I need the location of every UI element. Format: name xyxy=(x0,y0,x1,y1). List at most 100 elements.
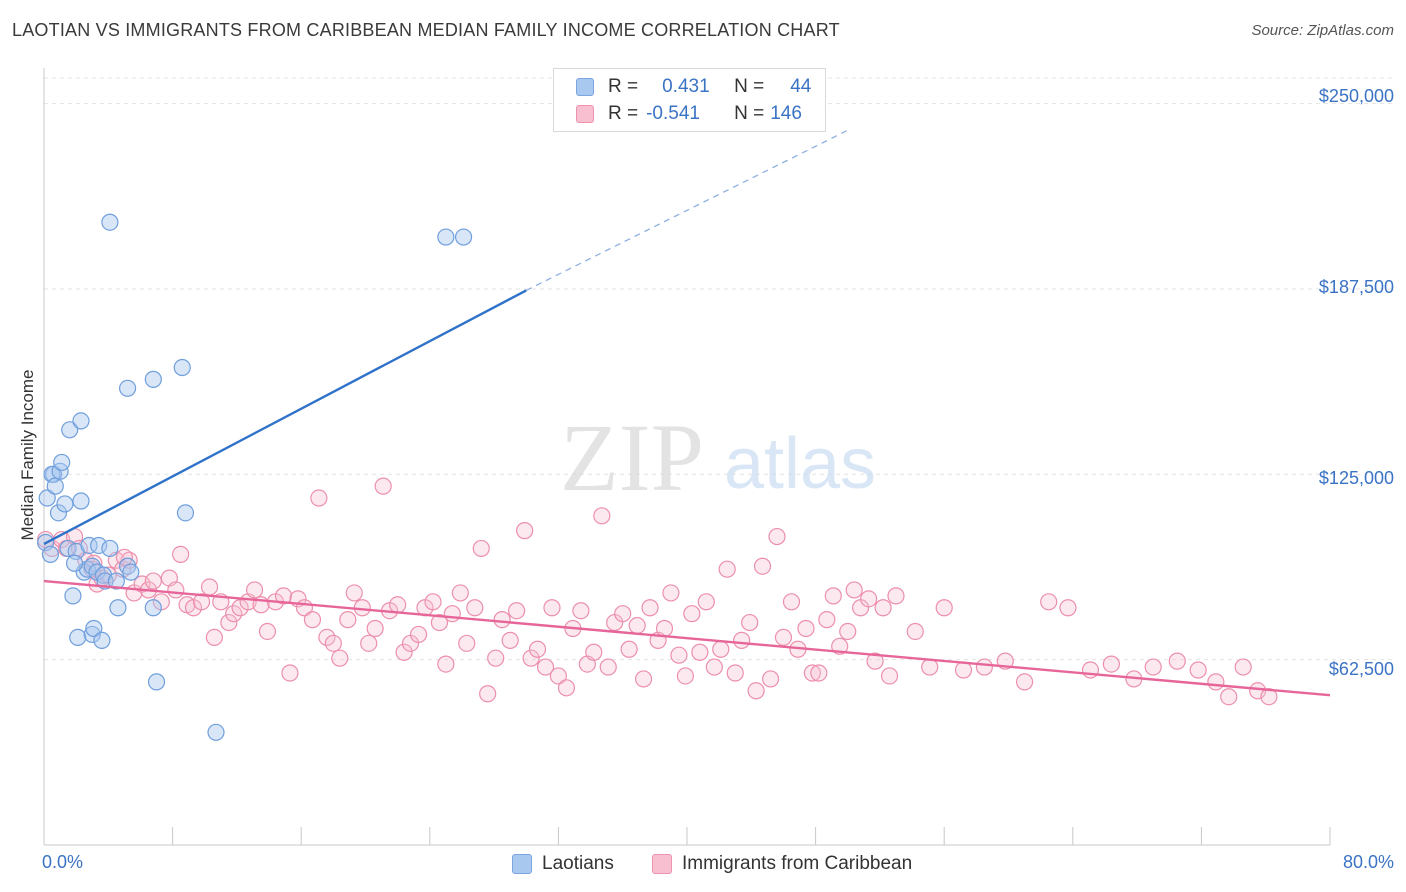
data-point xyxy=(906,622,924,641)
data-point xyxy=(424,593,442,611)
axes xyxy=(43,68,1331,846)
data-point xyxy=(733,631,751,649)
data-point xyxy=(360,634,378,652)
data-point xyxy=(324,634,342,652)
data-point xyxy=(479,685,497,703)
data-point xyxy=(147,673,166,691)
data-point xyxy=(345,584,363,602)
data-point xyxy=(303,611,322,629)
data-point xyxy=(437,228,455,246)
data-point xyxy=(753,557,772,575)
data-point xyxy=(845,581,863,599)
data-point xyxy=(1102,655,1120,673)
data-point xyxy=(880,667,899,685)
data-point xyxy=(824,587,842,605)
watermark-atlas: atlas xyxy=(724,424,876,504)
source-label: Source: ZipAtlas.com xyxy=(1251,22,1394,39)
series-laotians-points xyxy=(37,213,473,741)
data-point xyxy=(205,628,223,647)
x-tick-label-max: 80.0% xyxy=(1342,852,1394,872)
data-point xyxy=(887,587,905,605)
data-point xyxy=(1189,661,1207,679)
data-point xyxy=(493,611,511,629)
data-point xyxy=(549,667,568,685)
data-point xyxy=(839,622,857,641)
data-point xyxy=(741,613,759,632)
data-point xyxy=(53,453,71,472)
data-point xyxy=(144,370,162,388)
data-point xyxy=(458,634,476,652)
y-tick-label: $250,000 xyxy=(1318,86,1394,106)
data-point xyxy=(866,652,884,670)
data-point xyxy=(192,593,211,611)
data-point xyxy=(101,213,119,231)
trend-lines xyxy=(43,129,1331,697)
legend-n-label: N = xyxy=(734,76,765,97)
data-point xyxy=(670,646,688,664)
data-point xyxy=(655,619,674,638)
data-point xyxy=(310,489,328,507)
bottom-legend-swatch-pink xyxy=(652,854,672,874)
legend-swatch-pink xyxy=(576,105,594,123)
data-point xyxy=(109,599,127,617)
data-point xyxy=(614,605,632,623)
data-point xyxy=(122,563,140,581)
legend-swatch-blue xyxy=(576,78,594,96)
data-point xyxy=(676,667,694,685)
data-point xyxy=(80,536,98,555)
data-point xyxy=(101,539,119,558)
data-point xyxy=(173,358,191,377)
data-point xyxy=(389,596,407,614)
data-point xyxy=(118,379,137,397)
legend-n-value: 146 xyxy=(770,103,802,124)
data-point xyxy=(726,664,744,682)
legend-r-value: 0.431 xyxy=(662,76,710,97)
data-point xyxy=(572,602,590,620)
data-point xyxy=(803,664,821,682)
data-point xyxy=(167,581,185,599)
data-point xyxy=(56,495,74,513)
data-point xyxy=(274,587,293,605)
data-point xyxy=(115,548,133,566)
data-point xyxy=(93,631,111,649)
data-point xyxy=(144,599,162,617)
data-point xyxy=(200,578,219,596)
legend-r-label: R = xyxy=(608,76,639,97)
data-point xyxy=(466,599,484,617)
data-point xyxy=(774,628,793,647)
data-point xyxy=(747,682,765,700)
data-point xyxy=(921,658,939,676)
data-point xyxy=(451,584,469,602)
data-point xyxy=(705,658,723,676)
data-point xyxy=(585,643,603,661)
data-point xyxy=(83,625,101,644)
data-point xyxy=(176,504,195,522)
bottom-legend-label: Immigrants from Caribbean xyxy=(682,853,913,874)
data-point xyxy=(133,575,151,593)
data-point xyxy=(1040,593,1058,611)
data-point xyxy=(768,527,786,546)
data-point xyxy=(339,611,357,629)
data-point xyxy=(557,679,576,697)
legend-row-laotians: R = 0.431 N = 44 xyxy=(554,74,811,100)
data-point xyxy=(72,412,90,430)
data-point xyxy=(85,619,103,638)
series-caribbean-points xyxy=(37,477,1278,706)
data-point xyxy=(522,649,540,667)
data-point xyxy=(41,545,60,563)
y-tick-label: $187,500 xyxy=(1318,277,1394,297)
data-point xyxy=(1234,658,1252,676)
data-point xyxy=(245,581,264,599)
data-point xyxy=(90,536,108,555)
data-point xyxy=(65,554,84,572)
data-point xyxy=(61,421,79,439)
legend-r-value: -0.541 xyxy=(646,103,700,124)
data-point xyxy=(69,628,87,647)
data-point xyxy=(782,593,801,611)
data-point xyxy=(634,670,653,688)
data-point xyxy=(818,611,836,629)
data-point xyxy=(374,477,392,495)
watermark: ZIP atlas xyxy=(560,404,876,511)
data-point xyxy=(172,545,190,563)
